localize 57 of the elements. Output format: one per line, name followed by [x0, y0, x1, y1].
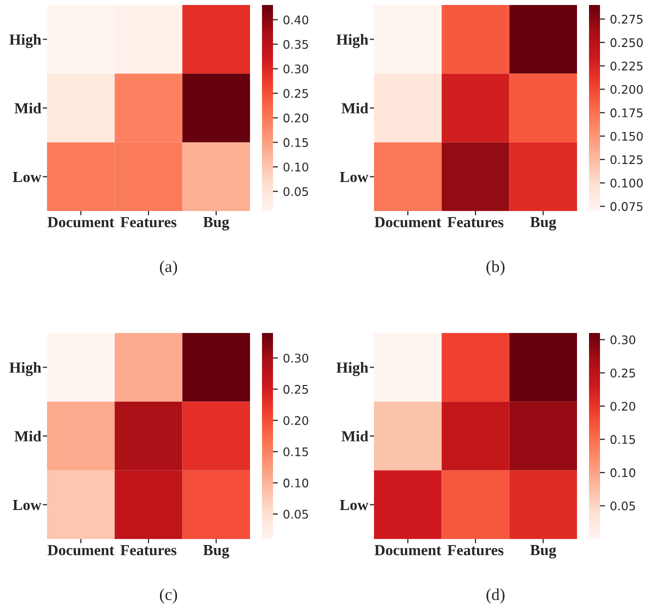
- color-bar-label: 0.100: [610, 178, 643, 188]
- y-tick-label: Low: [12, 500, 42, 510]
- y-tick-label: Low: [12, 172, 42, 182]
- x-tick-label: Document: [48, 545, 114, 556]
- x-tick-label: Features: [447, 545, 504, 556]
- x-tick-label: Bug: [203, 545, 230, 558]
- color-bar-label: 0.15: [284, 138, 308, 147]
- text: (a): [160, 260, 178, 276]
- x-tick-label: Features: [120, 217, 176, 228]
- x-tick-label: Document: [374, 217, 442, 228]
- y-tick-label: Low: [340, 172, 368, 182]
- x-tick-label: Document: [48, 217, 114, 228]
- x-tick-label: Bug: [530, 217, 556, 230]
- color-bar-label: 0.30: [610, 335, 636, 344]
- color-bar-label: 0.40: [284, 15, 308, 24]
- y-tick-label: High: [336, 362, 368, 376]
- x-tick-label: Document: [374, 545, 442, 556]
- color-bar-label: 0.15: [284, 447, 308, 456]
- color-bar-label: 0.05: [284, 187, 308, 196]
- color-bar-label: 0.25: [284, 89, 308, 98]
- color-bar-label: 0.150: [610, 132, 643, 141]
- y-tick-label: Mid: [342, 102, 368, 114]
- x-tick-label: Features: [447, 217, 504, 228]
- color-bar-label: 0.10: [610, 468, 636, 478]
- text: (c): [160, 588, 178, 604]
- x-tick-label: Bug: [203, 217, 230, 230]
- color-bar-label: 0.250: [610, 38, 643, 48]
- color-bar-label: 0.25: [610, 368, 635, 378]
- color-bar-label: 0.225: [610, 62, 642, 71]
- color-bar-label: 0.20: [284, 114, 308, 122]
- color-bar-label: 0.05: [610, 501, 635, 510]
- color-bar-label: 0.30: [284, 354, 308, 363]
- color-bar-label: 0.35: [284, 40, 308, 49]
- y-tick-label: High: [9, 34, 42, 48]
- color-bar-label: 0.10: [284, 478, 308, 488]
- y-tick-label: Low: [340, 500, 368, 510]
- color-bar-label: 0.200: [610, 84, 643, 94]
- color-bar-label: 0.175: [610, 108, 642, 118]
- color-bar-label: 0.075: [610, 202, 642, 211]
- x-tick-label: Features: [120, 545, 176, 556]
- color-bar-label: 0.275: [610, 14, 642, 24]
- color-bar-label: 0.05: [284, 510, 308, 519]
- text: (d): [486, 588, 504, 604]
- y-tick-label: Mid: [14, 102, 42, 114]
- color-bar-label: 0.30: [284, 64, 308, 74]
- text: (b): [486, 260, 504, 276]
- color-bar-label: 0.20: [284, 416, 308, 426]
- y-tick-label: High: [336, 34, 368, 48]
- color-bar-label: 0.20: [610, 402, 636, 411]
- y-tick-label: High: [9, 362, 42, 376]
- color-bar-label: 0.15: [610, 435, 635, 444]
- color-bar-label: 0.125: [610, 155, 642, 164]
- color-bar-label: 0.10: [284, 162, 308, 172]
- y-tick-label: Mid: [342, 430, 368, 442]
- y-tick-label: Mid: [14, 430, 42, 442]
- color-bar-label: 0.25: [284, 384, 308, 394]
- x-tick-label: Bug: [530, 545, 556, 558]
